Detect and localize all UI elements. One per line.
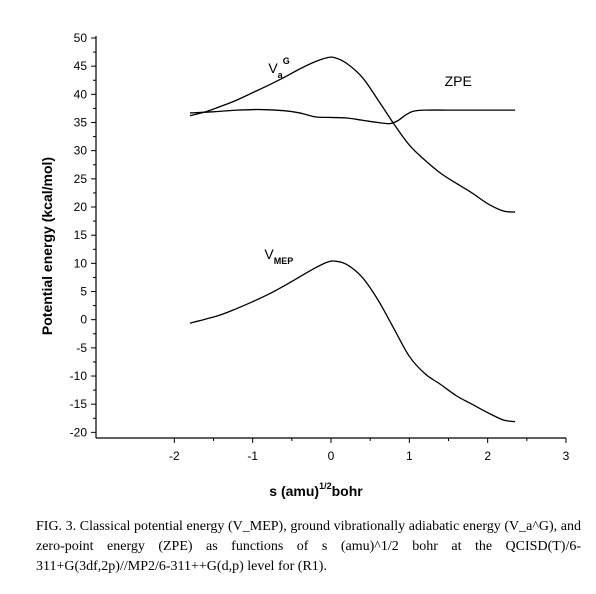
y-tick-label: 45 <box>74 59 88 73</box>
x-tick-label: -1 <box>247 449 258 463</box>
caption-lead: FIG. 3. <box>36 519 77 534</box>
x-tick-label: 2 <box>484 449 491 463</box>
y-tick-label: 40 <box>74 87 88 101</box>
y-tick-label: 50 <box>74 31 88 45</box>
caption-text: Classical potential energy (V_MEP), grou… <box>36 519 581 574</box>
series-label: ZPE <box>445 73 472 89</box>
y-tick-label: 25 <box>74 172 88 186</box>
y-tick-label: -10 <box>70 369 88 383</box>
x-tick-label: 0 <box>328 449 335 463</box>
series-label: VaG <box>268 56 289 80</box>
y-tick-label: 15 <box>74 228 88 242</box>
y-tick-label: 20 <box>74 200 88 214</box>
series-labels: VaG ZPE VMEP <box>264 56 471 266</box>
y-tick-label: 10 <box>74 256 88 270</box>
figure-caption: FIG. 3. Classical potential energy (V_ME… <box>36 517 581 577</box>
x-tick-label: 3 <box>563 449 570 463</box>
y-tick-label: 5 <box>80 285 87 299</box>
x-axis: -2 -1 0 1 2 3 <box>169 438 570 463</box>
series-line-zpe <box>189 108 516 125</box>
series-lines <box>189 56 516 423</box>
x-tick-label: -2 <box>169 449 180 463</box>
axes-frame <box>95 36 566 439</box>
y-axis-label: Potential energy (kcal/mol) <box>39 157 55 335</box>
y-tick-label: -5 <box>76 341 87 355</box>
y-tick-label: 30 <box>74 144 88 158</box>
x-tick-label: 1 <box>406 449 413 463</box>
series-label: VMEP <box>264 246 293 266</box>
x-axis-label: s (amu)1/2bohr <box>269 481 363 499</box>
y-tick-label: -20 <box>70 425 88 439</box>
y-tick-label: 0 <box>80 313 87 327</box>
series-line-vmep <box>189 260 516 423</box>
axis-labels: s (amu)1/2bohr Potential energy (kcal/mol… <box>39 157 363 499</box>
y-tick-label: -15 <box>70 397 88 411</box>
series-line-va-g <box>189 56 516 213</box>
y-tick-label: 35 <box>74 116 88 130</box>
y-axis: -20 -15 -10 -5 0 5 10 15 20 25 30 35 40 45 50 <box>70 31 96 439</box>
